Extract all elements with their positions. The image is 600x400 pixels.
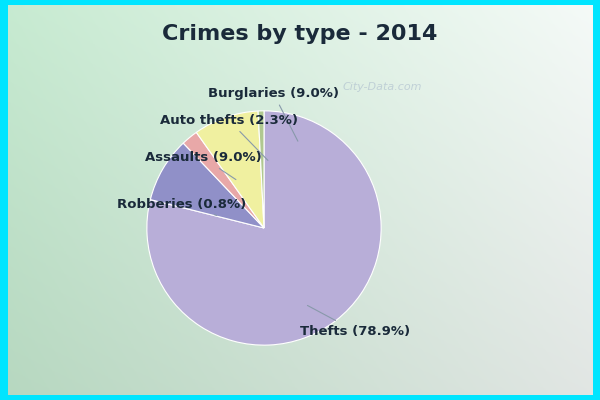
Wedge shape [183,132,264,228]
Wedge shape [151,143,264,228]
Text: Burglaries (9.0%): Burglaries (9.0%) [208,87,339,141]
Text: Auto thefts (2.3%): Auto thefts (2.3%) [160,114,298,160]
Wedge shape [196,111,264,228]
Text: Assaults (9.0%): Assaults (9.0%) [145,151,262,180]
Text: Thefts (78.9%): Thefts (78.9%) [301,306,410,338]
Text: Robberies (0.8%): Robberies (0.8%) [118,198,247,216]
Text: City-Data.com: City-Data.com [343,82,422,92]
Wedge shape [147,111,381,345]
Text: Crimes by type - 2014: Crimes by type - 2014 [163,24,437,44]
Wedge shape [258,111,264,228]
